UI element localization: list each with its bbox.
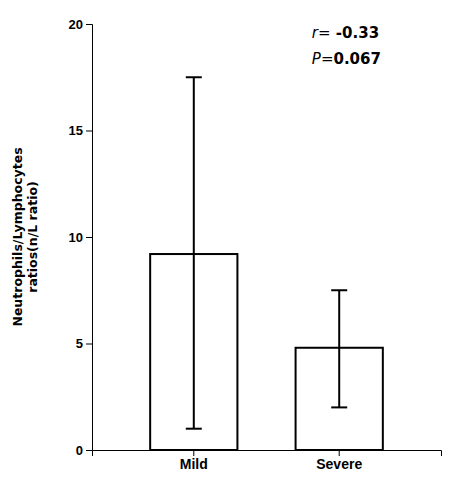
x-tick-label: Severe (316, 456, 362, 472)
y-tick-label: 20 (69, 17, 83, 32)
error-bar-cap-upper (331, 289, 347, 291)
x-tick: Severe (316, 450, 362, 472)
error-bar-stem (193, 77, 195, 428)
y-tick-mark (86, 344, 92, 345)
y-axis-line (86, 25, 93, 451)
y-tick-label: 5 (76, 336, 83, 351)
x-axis: Mild Severe (93, 450, 442, 472)
x-tick-label: Mild (180, 456, 208, 472)
chart-container: 0 5 10 15 20 Mild Severe Neutrophils/Lymphocyte… (0, 0, 461, 500)
y-tick-label: 10 (69, 230, 83, 245)
y-tick: 15 (69, 123, 92, 138)
y-axis: 0 5 10 15 20 (69, 17, 93, 458)
annotation: P=0.067 (312, 50, 381, 68)
error-bar-cap-lower (186, 428, 202, 430)
y-tick-mark (86, 450, 92, 451)
y-tick-label: 15 (69, 123, 83, 138)
error-bar-cap-upper (186, 76, 202, 78)
y-tick: 0 (76, 443, 92, 458)
y-axis-title: Neutrophils/Lymphocytesratios(n/L ratio) (10, 147, 40, 326)
error-bar (186, 77, 202, 428)
y-tick-mark (86, 131, 92, 132)
error-bar-stem (338, 290, 340, 407)
y-tick: 10 (69, 230, 92, 245)
error-bar (331, 290, 347, 407)
x-axis-line (93, 451, 442, 457)
y-tick-mark (86, 237, 92, 238)
annotation: r= -0.33 (312, 24, 379, 42)
chart-svg: 0 5 10 15 20 Mild Severe Neutrophils/Lymphocyte… (0, 0, 461, 500)
y-tick: 5 (76, 336, 92, 351)
error-bar-cap-lower (331, 406, 347, 408)
y-tick: 20 (69, 17, 92, 32)
y-tick-mark (86, 24, 92, 25)
plot-area (150, 77, 383, 450)
y-tick-label: 0 (76, 443, 83, 458)
x-tick: Mild (180, 450, 208, 472)
